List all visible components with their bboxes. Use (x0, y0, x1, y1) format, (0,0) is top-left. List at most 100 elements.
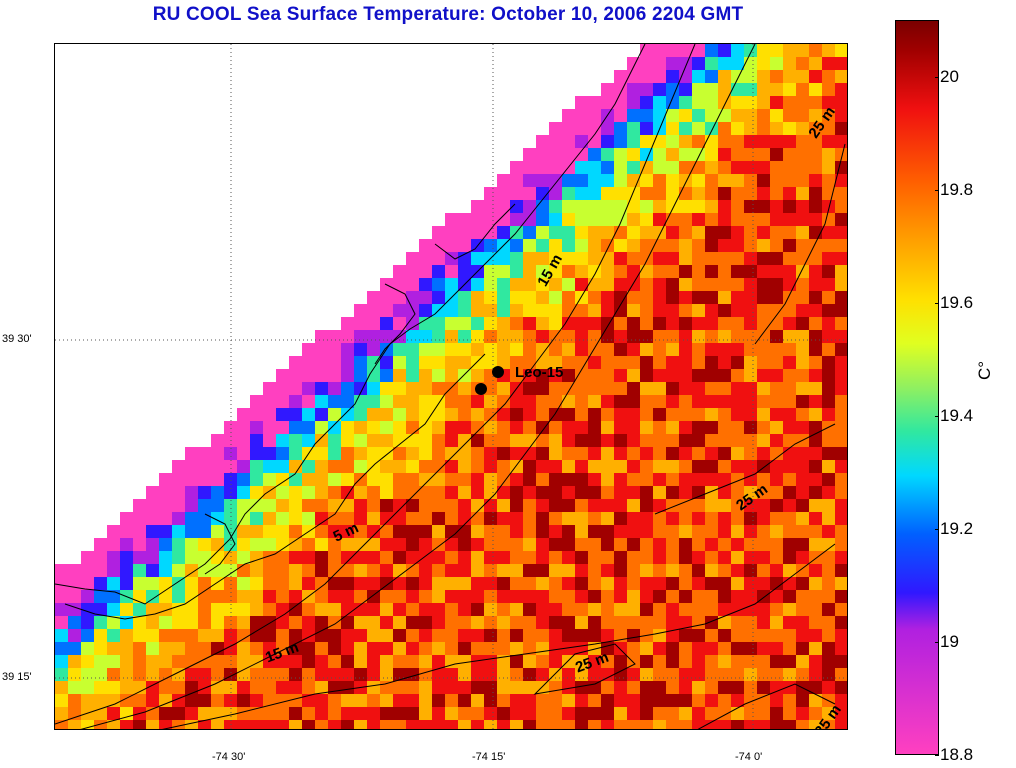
sst-cell (679, 174, 692, 187)
sst-cell (55, 616, 68, 629)
sst-cell (705, 707, 718, 720)
sst-cell (770, 668, 783, 681)
sst-cell (835, 616, 847, 629)
sst-cell (666, 109, 679, 122)
sst-cell (692, 434, 705, 447)
sst-cell (718, 447, 731, 460)
sst-cell (627, 577, 640, 590)
sst-cell (809, 96, 822, 109)
sst-cell (445, 642, 458, 655)
sst-cell (822, 57, 835, 70)
sst-cell (692, 83, 705, 96)
sst-map[interactable]: Leo-15 5 m 15 m 15 m 25 m 25 m 25 m 25 m (54, 43, 848, 730)
sst-cell (718, 460, 731, 473)
sst-cell (510, 681, 523, 694)
sst-cell (302, 395, 315, 408)
sst-cell (211, 655, 224, 668)
sst-cell (575, 135, 588, 148)
sst-cell (796, 291, 809, 304)
sst-cell (393, 265, 406, 278)
sst-cell (445, 356, 458, 369)
sst-cell (757, 421, 770, 434)
sst-cell (276, 668, 289, 681)
sst-cell (159, 564, 172, 577)
sst-cell (224, 577, 237, 590)
sst-cell (549, 655, 562, 668)
sst-cell (653, 551, 666, 564)
sst-cell (822, 83, 835, 96)
sst-cell (289, 616, 302, 629)
sst-cell (757, 512, 770, 525)
sst-cell (315, 616, 328, 629)
sst-cell (354, 395, 367, 408)
sst-cell (770, 694, 783, 707)
sst-cell (796, 603, 809, 616)
sst-cell (627, 96, 640, 109)
sst-cell (484, 668, 497, 681)
sst-cell (627, 304, 640, 317)
sst-cell (575, 304, 588, 317)
sst-cell (211, 603, 224, 616)
sst-cell (601, 525, 614, 538)
sst-cell (497, 382, 510, 395)
sst-cell (770, 590, 783, 603)
sst-cell (588, 629, 601, 642)
sst-cell (575, 356, 588, 369)
sst-cell (471, 317, 484, 330)
sst-cell (692, 616, 705, 629)
sst-cell (497, 226, 510, 239)
sst-cell (81, 564, 94, 577)
sst-cell (263, 642, 276, 655)
sst-cell (666, 486, 679, 499)
sst-cell (731, 551, 744, 564)
sst-cell (835, 486, 847, 499)
sst-cell (406, 499, 419, 512)
sst-cell (731, 304, 744, 317)
sst-cell (393, 408, 406, 421)
sst-cell (588, 239, 601, 252)
sst-cell (575, 421, 588, 434)
sst-cell (705, 109, 718, 122)
sst-cell (276, 577, 289, 590)
sst-cell (783, 564, 796, 577)
sst-cell (692, 694, 705, 707)
sst-cell (289, 681, 302, 694)
sst-cell (276, 421, 289, 434)
sst-cell (263, 694, 276, 707)
sst-cell (757, 538, 770, 551)
sst-cell (367, 382, 380, 395)
sst-cell (536, 434, 549, 447)
sst-cell (692, 408, 705, 421)
sst-cell (406, 616, 419, 629)
sst-cell (159, 603, 172, 616)
sst-cell (198, 486, 211, 499)
sst-cell (549, 486, 562, 499)
sst-cell (614, 330, 627, 343)
sst-cell (120, 538, 133, 551)
sst-cell (159, 525, 172, 538)
sst-cell (133, 564, 146, 577)
sst-cell (796, 564, 809, 577)
sst-cell (822, 603, 835, 616)
sst-cell (575, 265, 588, 278)
sst-cell (718, 356, 731, 369)
sst-cell (601, 720, 614, 729)
sst-cell (445, 317, 458, 330)
sst-cell (744, 395, 757, 408)
sst-cell (744, 629, 757, 642)
sst-cell (614, 616, 627, 629)
sst-cell (770, 252, 783, 265)
sst-cell (328, 655, 341, 668)
sst-cell (562, 369, 575, 382)
sst-cell (783, 655, 796, 668)
sst-cell (328, 343, 341, 356)
sst-cell (562, 655, 575, 668)
sst-cell (653, 252, 666, 265)
sst-cell (666, 395, 679, 408)
sst-cell (562, 473, 575, 486)
sst-cell (458, 577, 471, 590)
sst-cell (653, 174, 666, 187)
sst-cell (705, 213, 718, 226)
sst-cell (640, 655, 653, 668)
sst-cell (731, 70, 744, 83)
